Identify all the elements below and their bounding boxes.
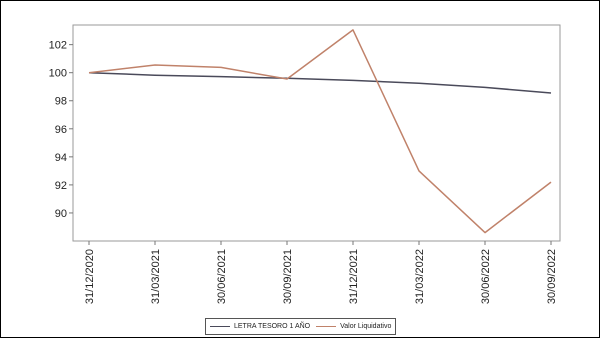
x-tick-label: 30/09/2021 xyxy=(282,249,294,304)
x-tick-label: 30/06/2022 xyxy=(480,249,492,304)
series-line-letra-tesoro xyxy=(88,71,552,94)
x-tick-label: 31/03/2022 xyxy=(414,249,426,304)
legend-label-letra-tesoro: LETRA TESORO 1 AÑO xyxy=(234,323,311,330)
y-tick-label: 100 xyxy=(49,68,67,80)
legend-swatch-letra-tesoro xyxy=(210,326,230,327)
legend-label-valor-liquidativo: Valor Liquidativo xyxy=(340,323,392,330)
y-tick-label: 94 xyxy=(55,152,67,164)
y-tick-label: 102 xyxy=(49,40,67,52)
legend-item-valor-liquidativo: Valor Liquidativo xyxy=(316,323,391,330)
x-tick-label: 30/09/2022 xyxy=(546,249,558,304)
plot-area xyxy=(72,24,561,242)
chart-legend: LETRA TESORO 1 AÑO Valor Liquidativo xyxy=(205,318,397,335)
y-axis: 90 92 94 96 98 100 102 xyxy=(49,40,73,220)
x-tick-label: 31/12/2021 xyxy=(348,249,360,304)
legend-swatch-valor-liquidativo xyxy=(316,326,337,327)
x-axis: 31/12/2020 31/03/2021 30/06/2021 30/09/2021… xyxy=(84,241,558,304)
y-tick-label: 90 xyxy=(55,208,67,220)
series-lines xyxy=(88,29,552,234)
x-tick-label: 30/06/2021 xyxy=(216,249,228,304)
legend-item-letra-tesoro: LETRA TESORO 1 AÑO xyxy=(210,323,310,330)
x-tick-label: 31/03/2021 xyxy=(150,249,162,304)
x-tick-label: 31/12/2020 xyxy=(84,249,96,304)
y-tick-label: 92 xyxy=(55,180,67,192)
y-tick-label: 96 xyxy=(55,124,67,136)
series-line-valor-liquidativo xyxy=(88,29,552,234)
y-tick-label: 98 xyxy=(55,96,67,108)
